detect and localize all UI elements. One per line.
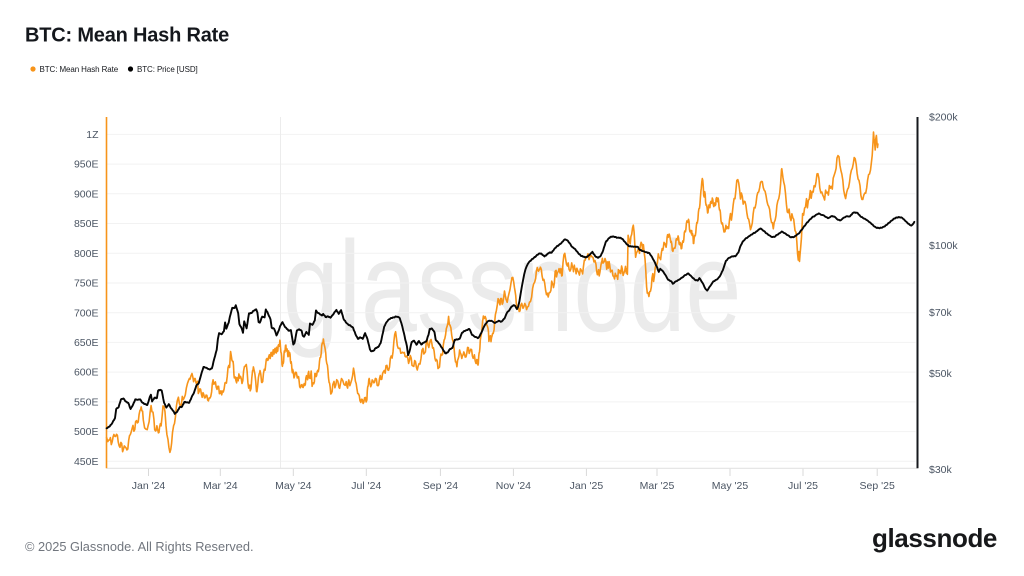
svg-text:Mar '25: Mar '25	[640, 480, 675, 492]
svg-text:600E: 600E	[74, 367, 99, 379]
svg-text:550E: 550E	[74, 396, 99, 408]
svg-text:© 2025 Glassnode. All Rights R: © 2025 Glassnode. All Rights Reserved.	[25, 539, 254, 554]
svg-text:glassnode: glassnode	[872, 523, 997, 553]
svg-text:glassnode: glassnode	[283, 214, 742, 359]
svg-text:$100k: $100k	[929, 240, 958, 252]
svg-text:BTC: Mean Hash Rate: BTC: Mean Hash Rate	[25, 25, 229, 47]
svg-text:Jan '25: Jan '25	[570, 480, 604, 492]
svg-text:May '24: May '24	[275, 480, 312, 492]
svg-text:450E: 450E	[74, 456, 99, 468]
svg-text:800E: 800E	[74, 248, 99, 260]
svg-text:950E: 950E	[74, 159, 99, 171]
svg-text:Jul '25: Jul '25	[788, 480, 818, 492]
svg-text:700E: 700E	[74, 307, 99, 319]
svg-text:Mar '24: Mar '24	[203, 480, 238, 492]
svg-text:Sep '24: Sep '24	[423, 480, 458, 492]
svg-text:1Z: 1Z	[86, 129, 99, 141]
svg-text:500E: 500E	[74, 426, 99, 438]
svg-text:BTC: Price [USD]: BTC: Price [USD]	[137, 65, 198, 74]
svg-text:650E: 650E	[74, 337, 99, 349]
svg-text:BTC: Mean Hash Rate: BTC: Mean Hash Rate	[40, 65, 119, 74]
svg-text:$30k: $30k	[929, 464, 953, 476]
svg-text:Jan '24: Jan '24	[132, 480, 166, 492]
svg-text:$200k: $200k	[929, 112, 958, 124]
svg-text:Nov '24: Nov '24	[496, 480, 531, 492]
svg-text:850E: 850E	[74, 218, 99, 230]
svg-text:750E: 750E	[74, 278, 99, 290]
svg-text:May '25: May '25	[712, 480, 749, 492]
svg-text:$70k: $70k	[929, 307, 953, 319]
svg-text:Jul '24: Jul '24	[351, 480, 381, 492]
svg-text:Sep '25: Sep '25	[860, 480, 895, 492]
svg-text:$50k: $50k	[929, 368, 953, 380]
svg-text:900E: 900E	[74, 188, 99, 200]
